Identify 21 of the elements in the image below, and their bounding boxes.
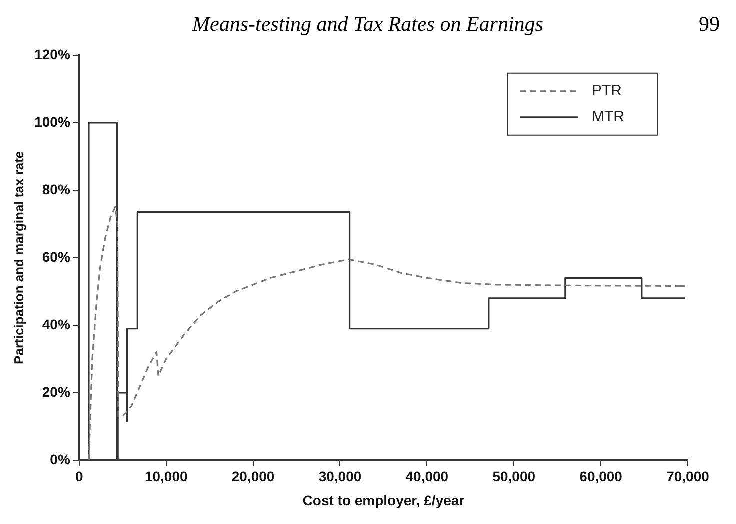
y-tick-label: 120% [34,46,71,62]
text: 99 [699,12,720,37]
y-tick-label: 40% [42,316,71,332]
legend-label: PTR [592,82,622,100]
legend-label: MTR [592,108,625,126]
x-tick-label: 70,000 [666,468,710,485]
x-axis-title: Cost to employer, £/year [302,492,466,508]
chart-title: Means-testing and Tax Rates on Earnings [192,12,544,36]
x-tick-label: 40,000 [406,468,449,485]
x-tick-label: 0 [76,468,84,485]
y-tick-label: 0% [50,451,71,468]
x-tick-label: 10,000 [144,468,188,485]
x-tick-label: 50,000 [492,468,536,485]
y-tick-label: 80% [42,181,71,198]
x-tick-label: 20,000 [232,468,275,485]
y-tick-label: 60% [42,248,71,265]
y-tick-label: 100% [34,114,71,130]
x-tick-label: 30,000 [318,468,362,485]
y-tick-label: 20% [42,384,71,400]
y-axis-title: Participation and marginal tax rate [11,151,26,364]
x-tick-label: 60,000 [580,468,623,485]
